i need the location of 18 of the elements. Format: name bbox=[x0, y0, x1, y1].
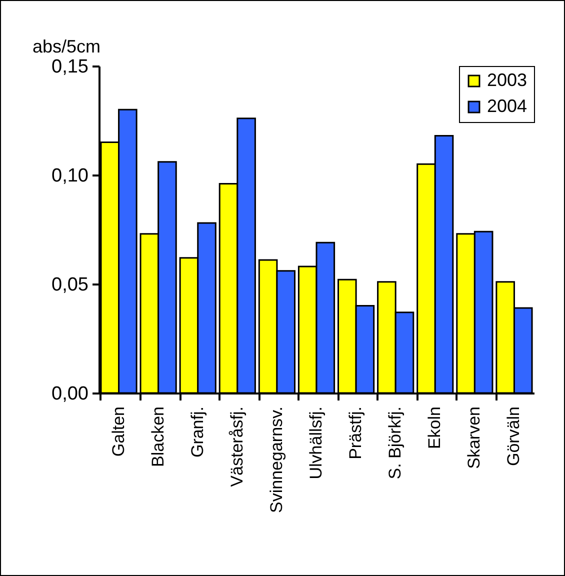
x-tick-label: Galten bbox=[108, 406, 128, 457]
x-tick-label: Granfj. bbox=[188, 406, 207, 458]
y-tick-label: 0,05 bbox=[52, 274, 88, 296]
x-tick-label: Svinnegarnsv. bbox=[266, 406, 286, 513]
x-tick-label: Prästfj. bbox=[346, 406, 366, 460]
x-tick-label: S. Björkfj. bbox=[386, 406, 405, 480]
x-tick-label: Blacken bbox=[148, 406, 168, 467]
x-tick-label: Ekoln bbox=[425, 406, 444, 450]
y-tick-label: 0,10 bbox=[52, 166, 88, 186]
x-tick-label: Skarven bbox=[464, 406, 484, 469]
y-tick-label: 0,00 bbox=[52, 384, 88, 404]
x-tick-label: Västeråsfj. bbox=[227, 406, 246, 487]
y-axis-title: abs/5cm bbox=[32, 36, 101, 56]
x-tick-label: Ulvhällsfj. bbox=[306, 406, 326, 480]
y-tick-label: 0,15 bbox=[52, 56, 88, 78]
x-tick-label: Görväln bbox=[504, 406, 524, 466]
legend-label: 2003 bbox=[487, 70, 528, 90]
legend-label: 2004 bbox=[487, 96, 528, 116]
